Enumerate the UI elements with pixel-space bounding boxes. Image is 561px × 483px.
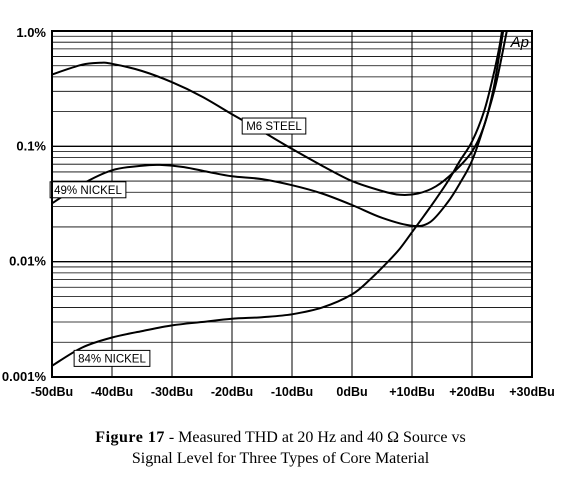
curve-label-m6-steel: M6 STEEL: [241, 117, 307, 135]
series-line-49-nickel: [52, 31, 508, 227]
caption-line-1-text: - Measured THD at 20 Hz and 40 Ω Source …: [164, 429, 466, 446]
x-tick-label: -30dBu: [151, 385, 193, 399]
x-tick-label: -10dBu: [271, 385, 313, 399]
y-tick-label: 0.1%: [16, 138, 46, 153]
y-tick-label: 1.0%: [16, 25, 46, 40]
curve-label-text: M6 STEEL: [246, 121, 302, 133]
curve-label-box: [241, 117, 307, 135]
curve-label-text: 49% NICKEL: [54, 185, 122, 197]
grid: [51, 30, 533, 378]
x-tick-label: -50dBu: [31, 385, 73, 399]
caption-line-2: Signal Level for Three Types of Core Mat…: [131, 450, 430, 467]
ap-brand-mark: Ap: [510, 34, 529, 51]
curve-label-84-nickel: 84% NICKEL: [73, 349, 151, 367]
x-tick-label: 0dBu: [336, 385, 367, 399]
series-line-m6-steel: [52, 31, 505, 196]
x-tick-label: -20dBu: [211, 385, 253, 399]
curve-labels: M6 STEEL 49% NICKEL 84% NICKEL: [49, 117, 307, 367]
y-tick-label: 0.001%: [2, 369, 47, 384]
curve-label-49-nickel: 49% NICKEL: [49, 181, 127, 199]
curve-label-text: 84% NICKEL: [78, 353, 146, 365]
curve-label-box: [49, 181, 127, 199]
curves: [52, 31, 508, 367]
x-tick-label: -40dBu: [91, 385, 133, 399]
x-tick-label: +30dBu: [509, 385, 555, 399]
y-tick-label: 0.01%: [9, 254, 46, 269]
figure-number: Figure 17: [95, 429, 165, 446]
caption-line-1: Figure 17 - Measured THD at 20 Hz and 40…: [0, 427, 561, 448]
curve-label-box: [73, 349, 151, 367]
figure-caption: Figure 17 - Measured THD at 20 Hz and 40…: [0, 427, 561, 469]
series-line-84-nickel: [52, 31, 503, 367]
x-tick-label: +10dBu: [389, 385, 435, 399]
x-tick-label: +20dBu: [449, 385, 495, 399]
tick-labels: 1.0% 0.1% 0.01% 0.001%-50dBu -40dBu -30dBu -20…: [2, 25, 555, 399]
plot-frame: [51, 30, 533, 378]
